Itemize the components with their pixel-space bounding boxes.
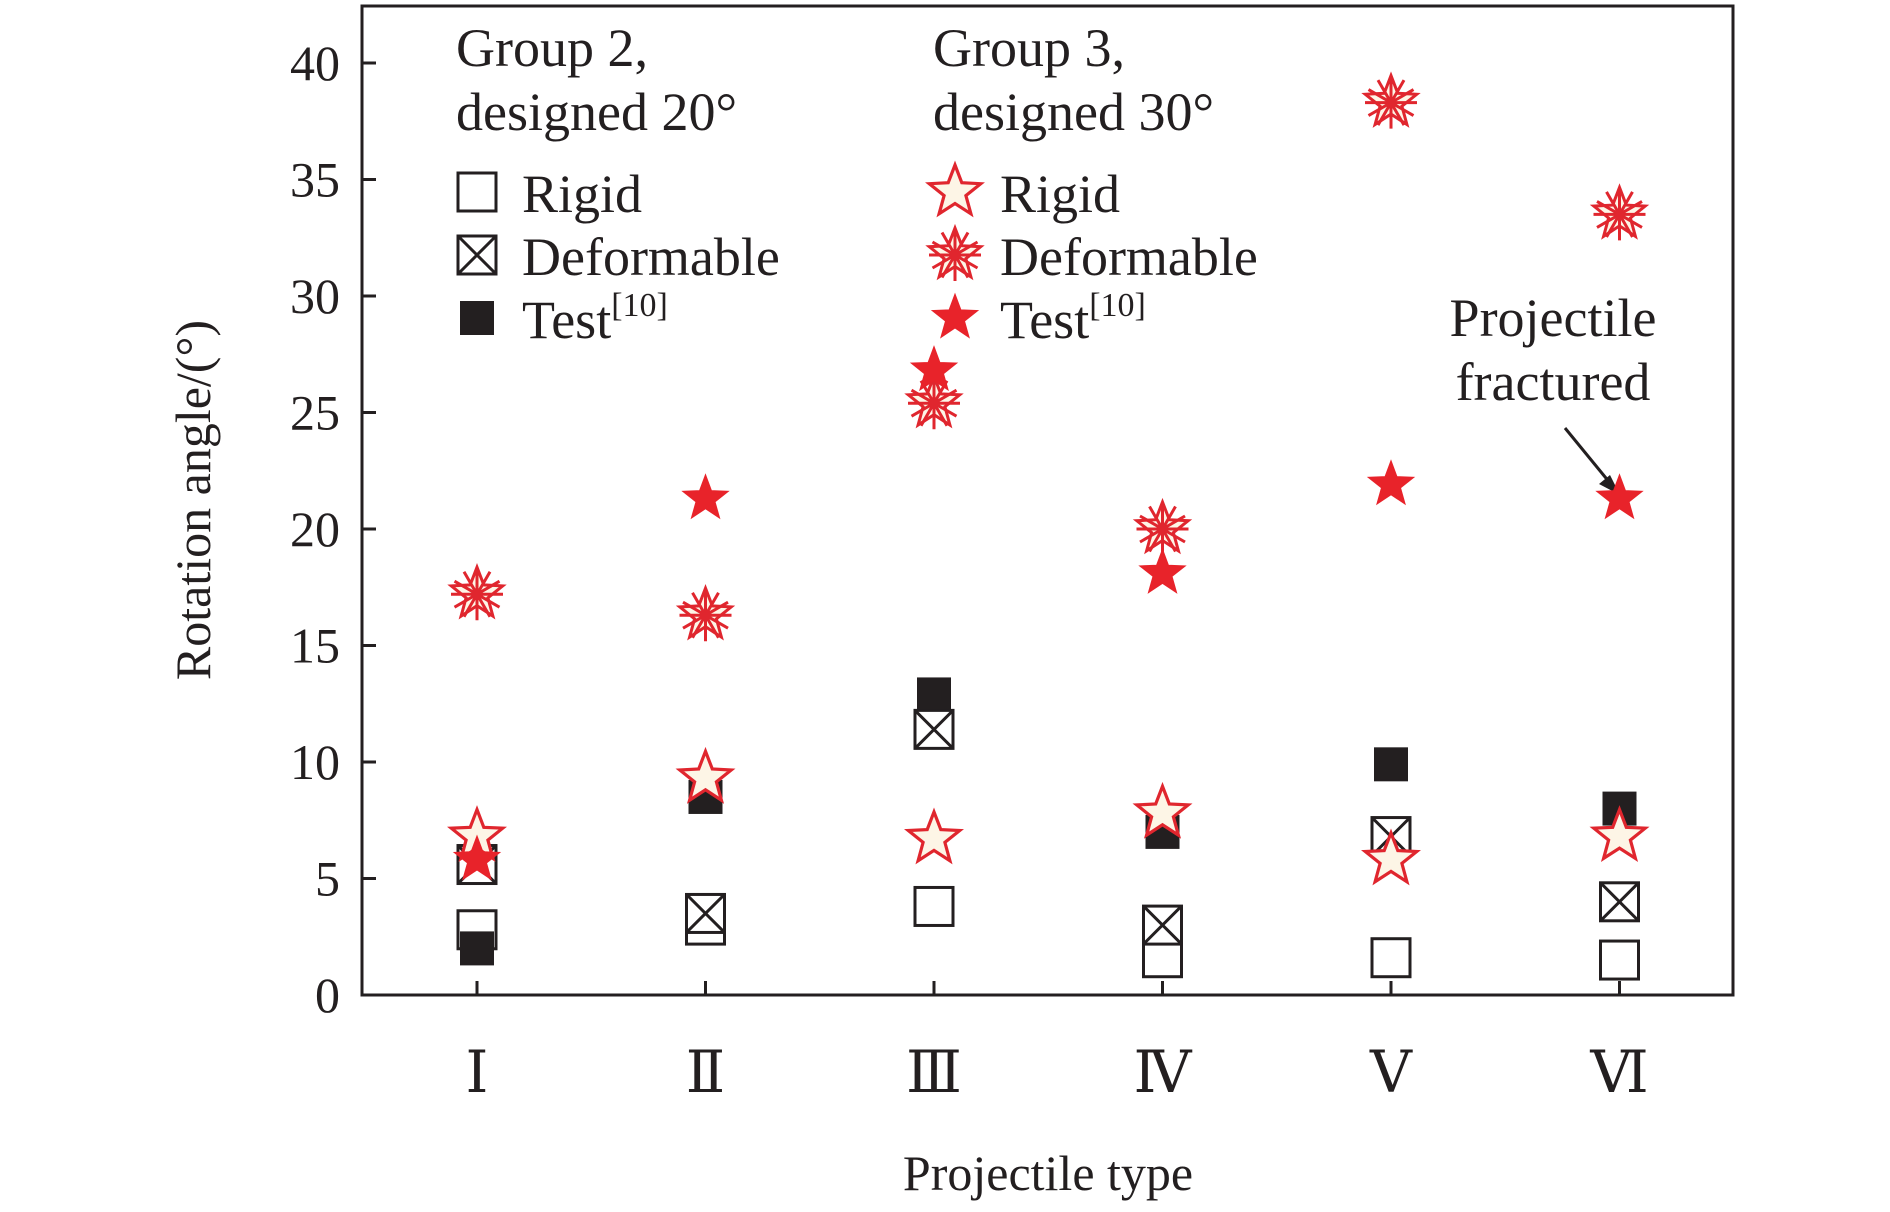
annotation-line-2: fractured xyxy=(1456,352,1651,412)
legend: Group 2,designed 20°RigidDeformableTest[… xyxy=(456,18,1258,350)
data-point-open-star xyxy=(675,746,736,804)
legend-entry-label: Test[10] xyxy=(1000,287,1146,350)
legend-marker-open-square xyxy=(456,171,498,213)
data-point-crossed-square xyxy=(1142,904,1183,946)
legend-group-subtitle: designed 20° xyxy=(456,82,737,142)
data-point-filled-square xyxy=(460,931,494,966)
legend-group-subtitle: designed 30° xyxy=(933,82,1214,142)
y-tick-label: 25 xyxy=(290,385,340,441)
legend-entry-label: Deformable xyxy=(1000,227,1258,287)
x-tick-label: Ⅲ xyxy=(906,1040,962,1105)
data-point-asterisk-star xyxy=(675,584,736,642)
y-tick-label: 15 xyxy=(290,618,340,674)
y-tick-label: 40 xyxy=(290,35,340,91)
data-point-asterisk-star xyxy=(1132,497,1193,555)
data-point-open-star xyxy=(1132,781,1193,839)
y-tick-label: 10 xyxy=(290,734,340,790)
x-tick-label: Ⅰ xyxy=(466,1040,489,1105)
data-point-asterisk-star xyxy=(447,563,507,621)
y-tick-label: 5 xyxy=(315,851,340,907)
legend-entry-superscript: [10] xyxy=(1089,287,1146,324)
data-point-asterisk-star xyxy=(1361,71,1421,129)
data-point-crossed-square xyxy=(685,892,726,934)
data-point-filled-star xyxy=(452,834,502,881)
data-point-filled-star xyxy=(1595,473,1644,520)
x-tick-label: Ⅴ xyxy=(1369,1040,1413,1105)
y-tick-label: 20 xyxy=(290,501,340,557)
y-tick-label: 0 xyxy=(315,967,340,1023)
legend-marker-asterisk-star xyxy=(925,223,985,281)
legend-entry-label: Test[10] xyxy=(522,287,668,350)
data-point-open-square xyxy=(1599,939,1640,981)
y-axis-label: Rotation angle/(°) xyxy=(165,320,221,680)
x-tick-label: Ⅱ xyxy=(686,1040,725,1105)
y-tick-label: 30 xyxy=(290,268,340,324)
data-point-crossed-square xyxy=(913,708,955,750)
data-points xyxy=(447,71,1650,981)
data-point-open-square xyxy=(913,885,955,927)
x-axis-label: Projectile type xyxy=(903,1145,1193,1201)
data-point-asterisk-star xyxy=(904,372,964,430)
legend-group-title: Group 2, xyxy=(456,18,648,78)
legend-marker-filled-star xyxy=(930,292,980,339)
legend-entry-label: Rigid xyxy=(1000,164,1120,224)
data-point-asterisk-star xyxy=(1589,183,1650,241)
data-point-open-star xyxy=(1361,828,1421,886)
annotation-line-1: Projectile xyxy=(1450,288,1657,348)
data-point-open-square xyxy=(1370,937,1412,979)
y-tick-label: 35 xyxy=(290,152,340,208)
y-axis-ticks: 0 5 10 15 20 25 30 35 40 xyxy=(290,35,376,1023)
legend-marker-open-star xyxy=(925,160,985,218)
plot-border xyxy=(360,4,1735,997)
data-point-filled-star xyxy=(681,473,730,520)
data-point-crossed-square xyxy=(1599,881,1640,923)
annotation-arrow-line xyxy=(1563,427,1612,484)
data-point-open-star xyxy=(1589,805,1650,863)
data-point-filled-star xyxy=(1366,459,1416,506)
plot-frame xyxy=(360,4,1735,997)
data-point-filled-square xyxy=(917,677,951,712)
data-point-open-star xyxy=(904,807,964,865)
legend-group-title: Group 3, xyxy=(933,18,1125,78)
legend-marker-filled-square xyxy=(460,301,494,335)
x-tick-label: Ⅵ xyxy=(1589,1040,1648,1105)
data-point-filled-star xyxy=(909,345,959,392)
data-point-filled-square xyxy=(1374,747,1408,782)
x-tick-label: Ⅳ xyxy=(1134,1040,1193,1105)
legend-entry-label: Deformable xyxy=(522,227,780,287)
legend-marker-crossed-square xyxy=(456,234,498,276)
legend-entry-superscript: [10] xyxy=(611,287,668,324)
x-axis-ticks: Ⅰ Ⅱ Ⅲ Ⅳ Ⅴ Ⅵ xyxy=(466,981,1649,1105)
legend-entry-label: Rigid xyxy=(522,164,642,224)
data-point-filled-star xyxy=(1138,547,1187,594)
